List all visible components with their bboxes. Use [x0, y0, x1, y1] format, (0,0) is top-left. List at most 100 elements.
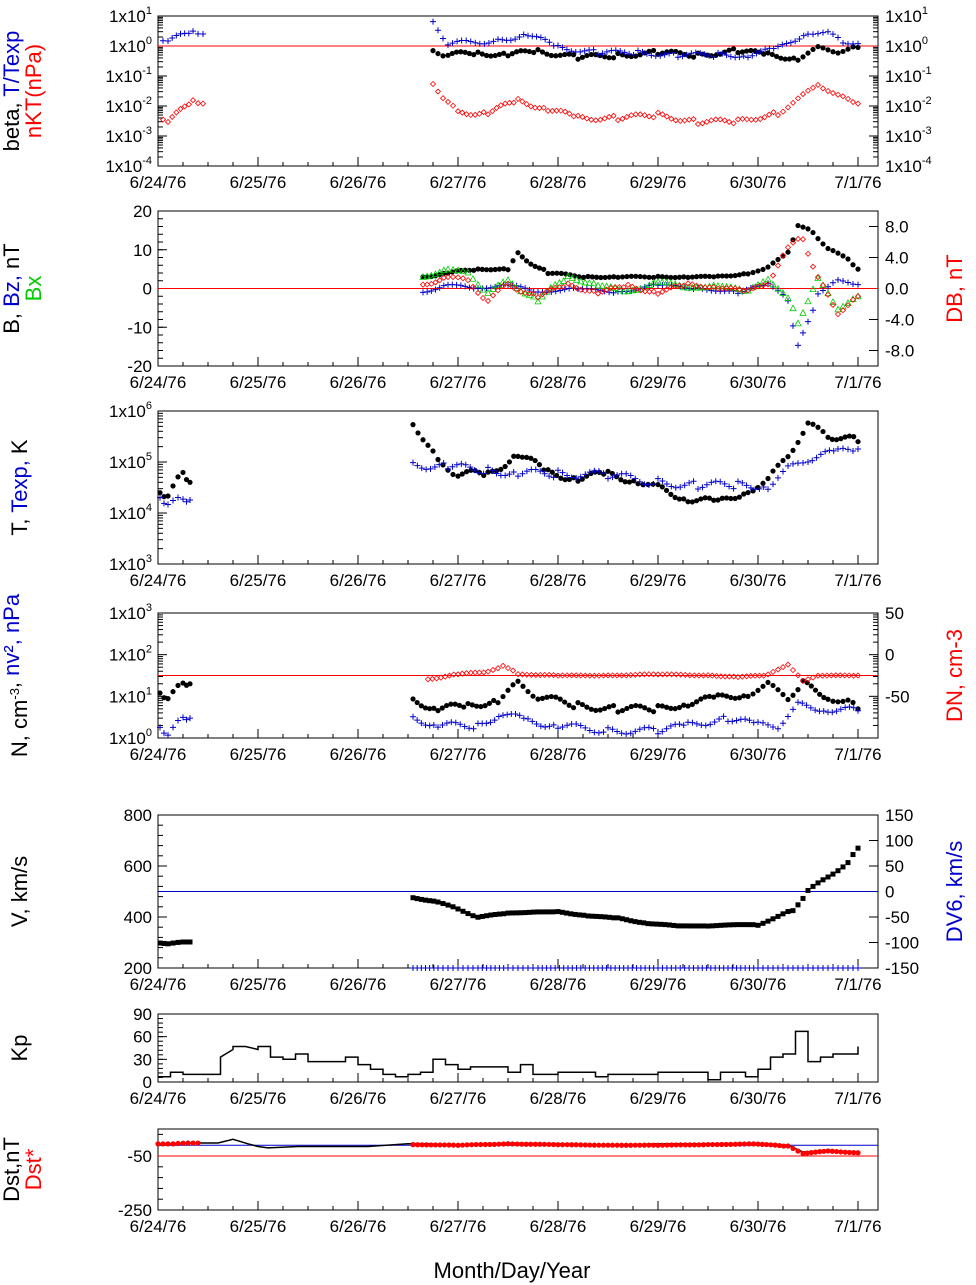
data-point: [564, 910, 570, 916]
data-point: [808, 683, 814, 689]
data-point: [732, 495, 738, 502]
data-point: [846, 433, 853, 439]
right-tick-label: -8.0: [885, 342, 914, 361]
data-point: [855, 40, 861, 47]
x-tick-label: 6/30/76: [730, 975, 787, 994]
data-point: [703, 118, 710, 125]
data-point: [444, 98, 452, 105]
data-point: [690, 54, 697, 60]
data-point: [419, 1142, 425, 1148]
data-point: [676, 274, 683, 280]
data-point: [532, 466, 539, 473]
right-tick-label: 1x10-3: [885, 125, 932, 146]
data-point: [719, 273, 725, 279]
data-point: [790, 460, 796, 467]
data-point: [598, 914, 604, 920]
data-point: [624, 917, 630, 923]
data-point: [522, 48, 528, 54]
data-point: [527, 103, 534, 110]
data-point: [654, 277, 662, 285]
data-point: [719, 692, 725, 698]
data-point: [673, 1142, 679, 1148]
data-point: [702, 284, 709, 291]
data-point: [755, 922, 761, 928]
data-point: [855, 845, 861, 851]
data-point: [453, 281, 460, 288]
data-point: [689, 499, 695, 505]
data-point: [579, 701, 586, 708]
data-point: [507, 37, 514, 44]
data-point: [509, 667, 517, 674]
data-point: [450, 904, 456, 910]
data-point: [655, 1142, 661, 1148]
data-point: [659, 728, 666, 735]
data-point: [530, 693, 536, 699]
y-tick-label: 600: [124, 857, 152, 876]
data-point: [849, 98, 857, 106]
data-point: [668, 705, 674, 711]
data-point: [669, 1142, 675, 1148]
data-point: [636, 478, 643, 485]
data-point: [618, 672, 625, 679]
data-point: [745, 922, 751, 928]
data-point: [807, 704, 814, 711]
data-point: [606, 914, 612, 920]
series-line: [158, 1030, 859, 1081]
data-point: [445, 466, 451, 473]
data-point: [689, 281, 696, 288]
data-point: [655, 475, 661, 482]
data-point: [161, 940, 167, 946]
data-point: [435, 456, 441, 463]
data-point: [680, 722, 687, 729]
data-point: [175, 939, 181, 945]
data-point: [603, 48, 610, 55]
data-point: [577, 722, 584, 729]
data-point: [789, 99, 797, 106]
data-point: [785, 696, 791, 703]
data-point: [723, 52, 730, 59]
data-point: [532, 671, 539, 679]
y-tick-label: 1x10-3: [105, 125, 152, 146]
data-point: [514, 1141, 520, 1147]
data-point: [597, 116, 604, 123]
x-tick-label: 6/26/76: [330, 1217, 387, 1236]
data-point: [531, 49, 537, 56]
data-point: [787, 39, 794, 46]
data-point: [573, 284, 580, 292]
data-point: [837, 672, 844, 679]
data-point: [855, 445, 861, 452]
data-point: [685, 274, 691, 280]
data-point: [687, 1142, 693, 1148]
data-point: [541, 470, 548, 477]
data-point: [431, 463, 438, 470]
data-point: [485, 464, 491, 471]
data-point: [682, 671, 689, 679]
data-point: [435, 724, 441, 731]
data-point: [475, 49, 481, 55]
data-point: [626, 479, 633, 485]
data-point: [722, 922, 728, 928]
data-point: [830, 871, 836, 877]
data-point: [679, 923, 685, 929]
data-point: [749, 52, 756, 59]
data-point: [582, 1142, 588, 1148]
data-point: [715, 273, 721, 279]
data-point: [829, 436, 835, 442]
data-point: [577, 672, 584, 679]
data-point: [559, 1142, 566, 1148]
data-point: [648, 52, 655, 59]
data-point: [629, 283, 636, 290]
data-point: [474, 280, 482, 288]
plot-frame: [157, 15, 879, 167]
data-point: [461, 704, 467, 710]
data-point: [519, 671, 526, 678]
data-point: [427, 465, 434, 472]
data-point: [775, 687, 781, 693]
data-point: [600, 729, 607, 736]
data-point: [650, 480, 657, 487]
data-point: [850, 448, 856, 455]
data-point: [175, 474, 181, 480]
data-point: [850, 281, 856, 288]
data-point: [463, 469, 470, 475]
data-point: [799, 678, 807, 685]
